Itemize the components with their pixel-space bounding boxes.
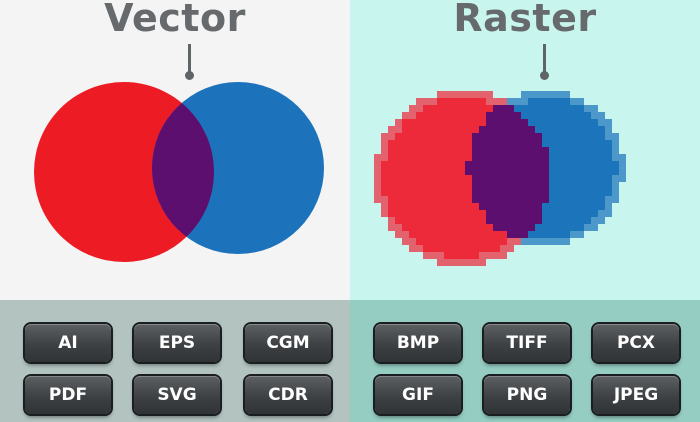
format-key-cgm[interactable]: CGM [245, 324, 331, 362]
format-key-cdr[interactable]: CDR [245, 376, 331, 414]
raster-formats-panel: BMP TIFF PCX GIF PNG JPEG [350, 300, 700, 422]
format-key-bmp[interactable]: BMP [375, 324, 461, 362]
format-key-svg[interactable]: SVG [134, 376, 220, 414]
format-key-gif[interactable]: GIF [375, 376, 461, 414]
format-key-pdf[interactable]: PDF [25, 376, 111, 414]
format-key-ai[interactable]: AI [25, 324, 111, 362]
format-key-tiff[interactable]: TIFF [484, 324, 570, 362]
vector-pointer [185, 44, 194, 80]
raster-panel: Raster [350, 0, 700, 300]
vector-title: Vector [104, 0, 246, 40]
format-key-jpeg[interactable]: JPEG [593, 376, 679, 414]
format-key-pcx[interactable]: PCX [593, 324, 679, 362]
format-key-eps[interactable]: EPS [134, 324, 220, 362]
format-key-png[interactable]: PNG [484, 376, 570, 414]
raster-pointer [540, 44, 549, 80]
vector-venn [34, 82, 324, 262]
raster-venn [374, 91, 626, 266]
raster-title: Raster [453, 0, 597, 40]
vector-panel: Vector [0, 0, 350, 300]
vector-formats-panel: AI EPS CGM PDF SVG CDR [0, 300, 350, 422]
raster-pixels [374, 91, 626, 266]
vector-overlap [152, 82, 214, 254]
